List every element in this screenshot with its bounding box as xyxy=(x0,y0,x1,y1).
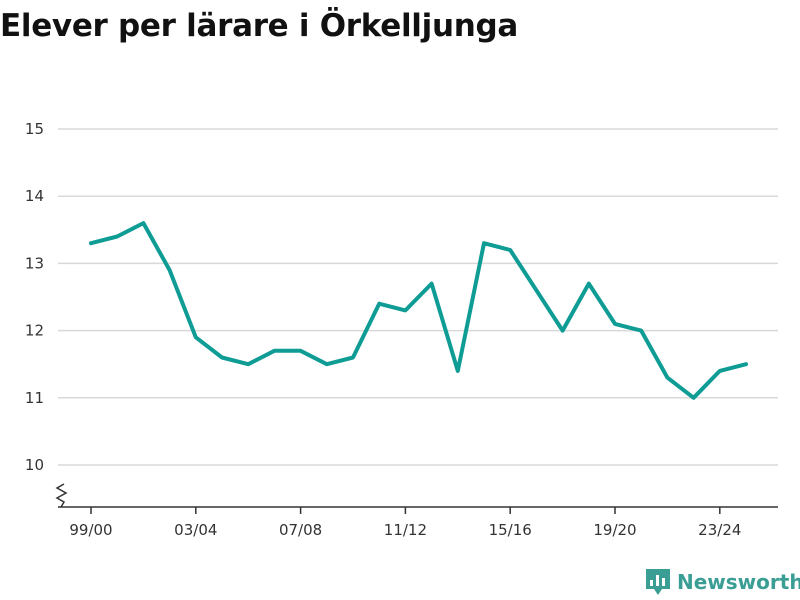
brand-name: Newsworthy xyxy=(677,570,800,594)
x-tick-label: 03/04 xyxy=(174,521,217,539)
x-tick-label: 99/00 xyxy=(69,521,112,539)
chart-title: Elever per lärare i Örkelljunga xyxy=(0,8,518,44)
x-tick-label: 19/20 xyxy=(593,521,636,539)
x-tick-labels: 99/00 03/04 07/08 11/12 15/16 19/20 23/24 xyxy=(69,507,741,539)
x-axis xyxy=(55,483,778,508)
y-tick-label: 12 xyxy=(25,322,44,340)
gridlines xyxy=(58,128,778,466)
y-tick-label: 11 xyxy=(25,389,44,407)
bar-chart-speech-bubble-icon xyxy=(646,569,670,595)
brand-logo[interactable]: Newsworthy xyxy=(645,568,800,596)
y-tick-label: 14 xyxy=(25,187,44,205)
series-line xyxy=(89,221,748,400)
x-tick-label: 07/08 xyxy=(279,521,322,539)
series-group xyxy=(89,221,748,400)
x-tick-label: 15/16 xyxy=(489,521,532,539)
x-tick-label: 11/12 xyxy=(384,521,427,539)
y-tick-label: 13 xyxy=(25,254,44,272)
y-tick-label: 10 xyxy=(25,456,44,474)
x-tick-label: 23/24 xyxy=(698,521,741,539)
y-tick-label: 15 xyxy=(25,120,44,138)
y-tick-labels: 10 11 12 13 14 15 xyxy=(25,120,44,474)
zigzag-axis-break-icon xyxy=(55,483,68,508)
